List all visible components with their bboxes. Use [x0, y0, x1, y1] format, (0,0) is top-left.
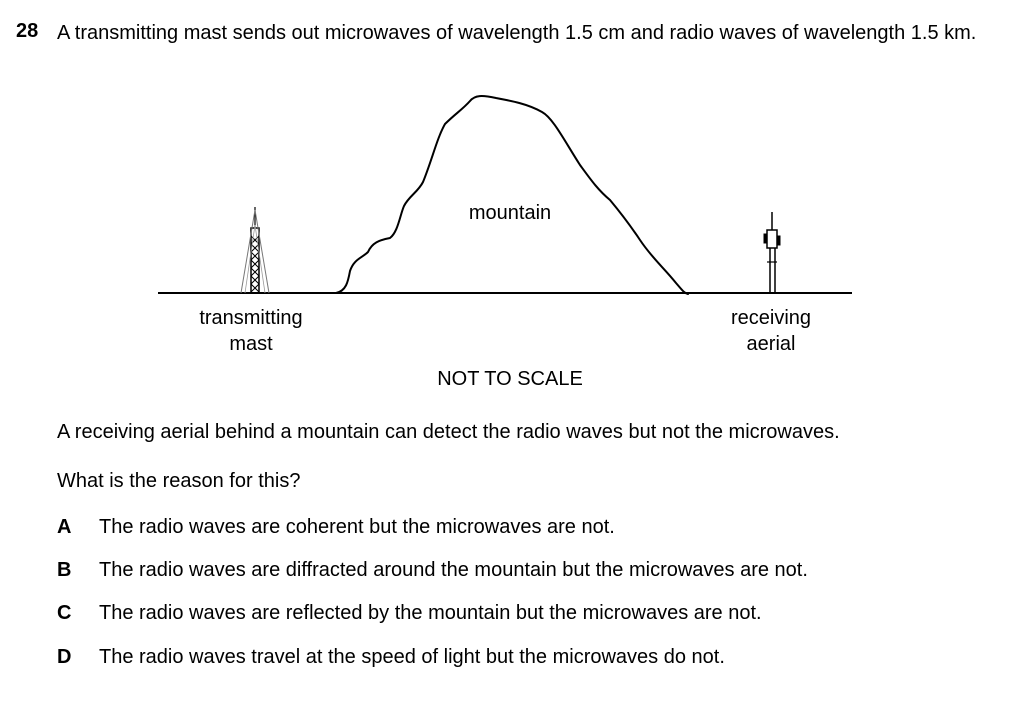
transmitting-mast-icon — [240, 207, 270, 294]
option-text: The radio waves are diffracted around th… — [99, 559, 808, 581]
context-sentence: A receiving aerial behind a mountain can… — [57, 421, 840, 443]
question-number: 28 — [16, 20, 39, 42]
option-a[interactable]: A The radio waves are coherent but the mi… — [57, 515, 615, 539]
option-d[interactable]: D The radio waves travel at the speed of … — [57, 645, 725, 669]
receiving-aerial-icon — [763, 212, 781, 293]
mountain-diagram: mountain transmitting mast receiving aer… — [158, 95, 852, 390]
option-letter: D — [57, 646, 72, 668]
question-prompt: What is the reason for this? — [57, 470, 301, 492]
option-text: The radio waves travel at the speed of l… — [99, 646, 725, 668]
aerial-label-line2: aerial — [747, 333, 796, 355]
mountain-outline — [335, 95, 689, 295]
mountain-label: mountain — [469, 202, 551, 224]
option-text: The radio waves are reflected by the mou… — [99, 602, 762, 624]
option-letter: A — [57, 516, 72, 538]
option-c[interactable]: C The radio waves are reflected by the mo… — [57, 601, 762, 625]
option-b[interactable]: B The radio waves are diffracted around t… — [57, 558, 808, 582]
option-text: The radio waves are coherent but the mic… — [99, 516, 615, 538]
mast-label-line1: transmitting — [199, 307, 302, 329]
question-stem: A transmitting mast sends out microwaves… — [57, 22, 977, 44]
mast-label-line2: mast — [229, 333, 273, 355]
aerial-label-line1: receiving — [731, 307, 811, 329]
scale-note: NOT TO SCALE — [437, 368, 583, 390]
option-letter: B — [57, 559, 72, 581]
option-letter: C — [57, 602, 72, 624]
